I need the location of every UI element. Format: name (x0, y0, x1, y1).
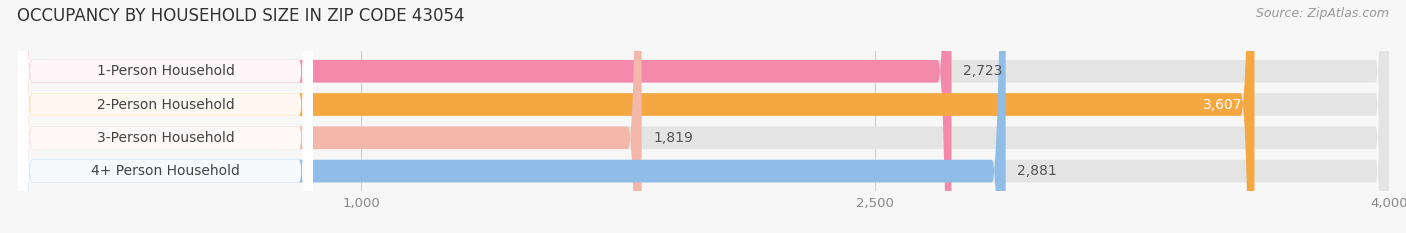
FancyBboxPatch shape (18, 0, 1389, 233)
FancyBboxPatch shape (18, 0, 1005, 233)
FancyBboxPatch shape (18, 0, 1389, 233)
Text: 2-Person Household: 2-Person Household (97, 98, 235, 112)
Text: 2,723: 2,723 (963, 64, 1002, 78)
FancyBboxPatch shape (18, 0, 641, 233)
FancyBboxPatch shape (18, 0, 314, 233)
FancyBboxPatch shape (18, 0, 314, 233)
FancyBboxPatch shape (18, 0, 1389, 233)
Text: 1-Person Household: 1-Person Household (97, 64, 235, 78)
Text: OCCUPANCY BY HOUSEHOLD SIZE IN ZIP CODE 43054: OCCUPANCY BY HOUSEHOLD SIZE IN ZIP CODE … (17, 7, 464, 25)
Text: Source: ZipAtlas.com: Source: ZipAtlas.com (1256, 7, 1389, 20)
Text: 1,819: 1,819 (654, 131, 693, 145)
FancyBboxPatch shape (18, 0, 314, 233)
FancyBboxPatch shape (18, 0, 1389, 233)
FancyBboxPatch shape (18, 0, 314, 233)
Text: 3,607: 3,607 (1204, 98, 1243, 112)
Text: 3-Person Household: 3-Person Household (97, 131, 235, 145)
FancyBboxPatch shape (18, 0, 1254, 233)
FancyBboxPatch shape (18, 0, 952, 233)
Text: 4+ Person Household: 4+ Person Household (91, 164, 240, 178)
Text: 2,881: 2,881 (1018, 164, 1057, 178)
